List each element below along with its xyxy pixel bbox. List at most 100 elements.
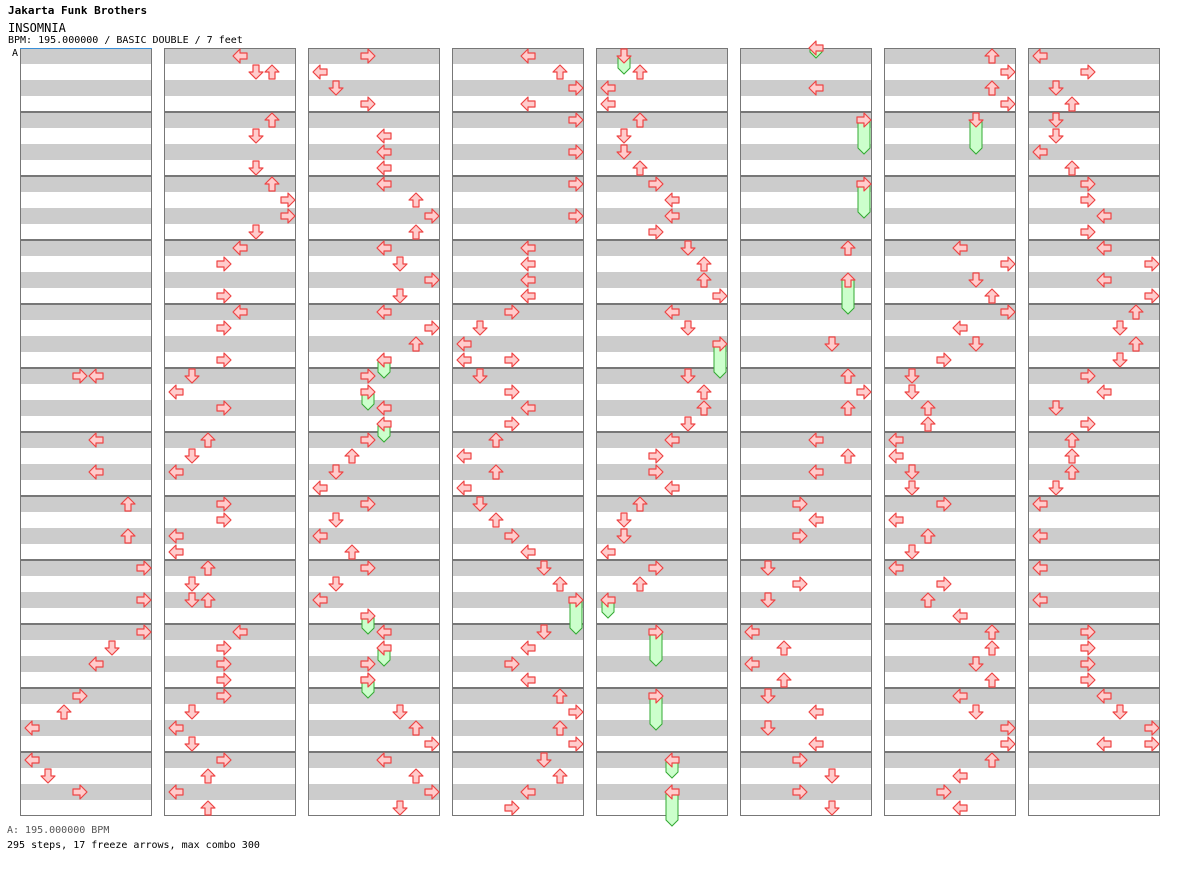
down-arrow-icon [1048,112,1064,128]
beat-band [1028,384,1160,400]
right-arrow-icon [1080,416,1096,432]
left-arrow-icon [376,640,392,656]
down-arrow-icon [184,576,200,592]
left-arrow-icon [808,432,824,448]
beat-band [740,480,872,496]
right-arrow-icon [1000,64,1016,80]
beat-band [308,112,440,128]
down-arrow-icon [616,144,632,160]
up-arrow-icon [120,496,136,512]
down-arrow-icon [824,800,840,816]
beat-band [452,640,584,656]
right-arrow-icon [424,736,440,752]
beat-band [740,368,872,384]
beat-band [740,336,872,352]
beat-band [164,240,296,256]
left-arrow-icon [952,240,968,256]
measure-box [452,368,584,432]
beat-band [596,672,728,688]
left-arrow-icon [376,240,392,256]
down-arrow-icon [616,512,632,528]
measure-box [884,304,1016,368]
measure-box [1028,368,1160,432]
measure-box [308,752,440,816]
beat-band [884,336,1016,352]
beat-band [308,352,440,368]
right-arrow-icon [936,352,952,368]
beat-band [308,400,440,416]
right-arrow-icon [72,688,88,704]
beat-band [1028,256,1160,272]
beat-band [596,544,728,560]
down-arrow-icon [248,224,264,240]
right-arrow-icon [360,496,376,512]
down-arrow-icon [904,480,920,496]
down-arrow-icon [1048,480,1064,496]
down-arrow-icon [904,544,920,560]
beat-band [452,736,584,752]
left-arrow-icon [952,768,968,784]
left-arrow-icon [664,304,680,320]
beat-band [1028,96,1160,112]
down-arrow-icon [184,368,200,384]
beat-band [740,256,872,272]
up-arrow-icon [840,400,856,416]
up-arrow-icon [408,192,424,208]
down-arrow-icon [968,112,984,128]
right-arrow-icon [1000,720,1016,736]
left-arrow-icon [520,640,536,656]
left-arrow-icon [88,432,104,448]
down-arrow-icon [536,752,552,768]
beat-band [452,320,584,336]
measure-box [452,624,584,688]
beat-band [740,144,872,160]
beat-band [308,688,440,704]
footer-bpm: A: 195.000000 BPM [7,825,110,836]
beat-band [20,80,152,96]
beat-band [308,272,440,288]
up-arrow-icon [1064,464,1080,480]
beat-band [884,128,1016,144]
right-arrow-icon [424,208,440,224]
left-arrow-icon [952,608,968,624]
up-arrow-icon [632,112,648,128]
beat-band [884,416,1016,432]
left-arrow-icon [168,784,184,800]
beat-band [452,288,584,304]
down-arrow-icon [904,464,920,480]
left-arrow-icon [88,368,104,384]
right-arrow-icon [504,656,520,672]
up-arrow-icon [264,176,280,192]
measure-box [740,688,872,752]
right-arrow-icon [648,560,664,576]
measure-box [884,752,1016,816]
measure-box [596,112,728,176]
beat-band [164,592,296,608]
beat-band [740,352,872,368]
beat-band [20,592,152,608]
beat-band [596,256,728,272]
beat-band [596,128,728,144]
measure-box [740,112,872,176]
right-arrow-icon [216,496,232,512]
beat-band [596,48,728,64]
beat-band [596,608,728,624]
measure-box [1028,48,1160,112]
right-arrow-icon [568,592,584,608]
beat-band [20,768,152,784]
measure-box [20,560,152,624]
beat-band [740,656,872,672]
beat-band [1028,128,1160,144]
down-arrow-icon [328,80,344,96]
down-arrow-icon [760,688,776,704]
measure-box [596,176,728,240]
left-arrow-icon [232,624,248,640]
left-arrow-icon [952,320,968,336]
right-arrow-icon [504,384,520,400]
measure-box [1028,304,1160,368]
down-arrow-icon [1112,352,1128,368]
beat-band [20,528,152,544]
beat-band [740,48,872,64]
down-arrow-icon [104,640,120,656]
left-arrow-icon [664,784,680,800]
